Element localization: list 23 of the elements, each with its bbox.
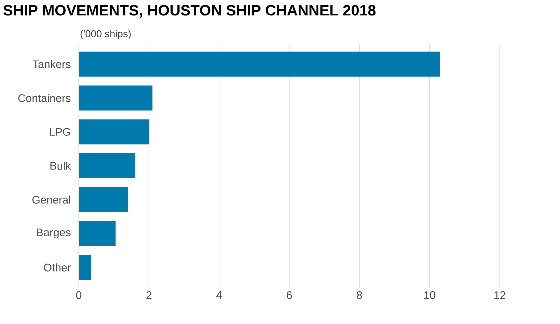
bar [79,255,92,280]
x-tick-label: 6 [287,292,292,300]
x-tick-label: 12 [494,292,506,300]
bar [79,153,136,178]
chart-title: SHIP MOVEMENTS, HOUSTON SHIP CHANNEL 2018 [4,5,376,18]
y-tick-label: General [32,196,70,204]
x-tick-label: 0 [76,292,82,300]
y-tick-label: Other [44,264,72,272]
y-tick-label: Containers [18,94,71,102]
x-tick-label: 10 [424,292,436,300]
bar [79,120,150,145]
bar [79,52,440,77]
bar [79,187,128,212]
bar [79,86,153,111]
x-tick-label: 2 [146,292,152,300]
bar [79,221,116,246]
chart-subtitle: ('000 ships) [80,30,131,40]
y-tick-label: LPG [50,128,70,136]
x-tick-label: 8 [357,292,362,300]
x-tick-label: 4 [216,292,222,300]
y-tick-label: Bulk [50,162,72,170]
y-tick-label: Barges [37,228,71,239]
y-tick-label: Tankers [32,60,71,68]
